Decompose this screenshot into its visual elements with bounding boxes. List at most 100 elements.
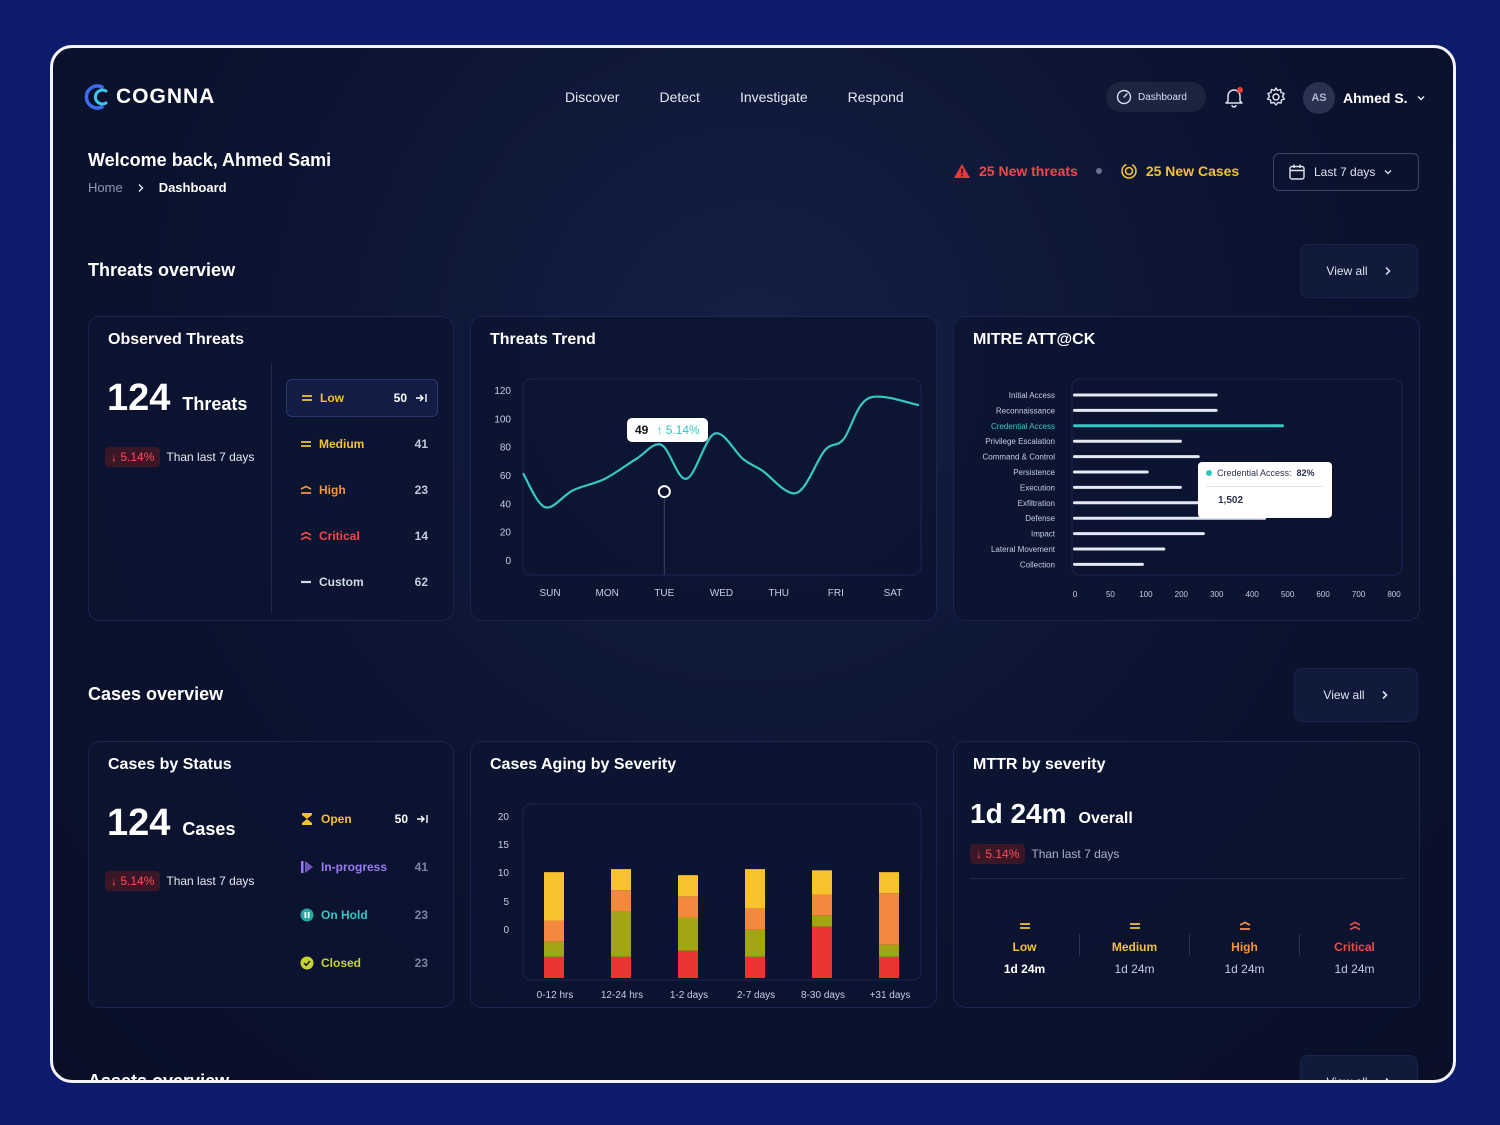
x-tick-label: 12-24 hrs: [601, 990, 643, 1001]
new-threats-link[interactable]: 25 New threats: [979, 163, 1078, 179]
x-tick-label: 300: [1210, 590, 1224, 599]
mitre-bar: [1073, 393, 1218, 397]
y-category-label: Collection: [1020, 560, 1055, 569]
threats-trend-card: Threats Trend 0 20 40 60 80 100 120 SUN MON TUE WE…: [470, 316, 937, 621]
status-list: Open 50 In-progress 41 On Hold 23 Closed…: [286, 802, 438, 980]
severity-label: Low: [320, 391, 344, 405]
cases-aging-card: Cases Aging by Severity 0 5 10 15 20 0-12 hrs…: [470, 741, 937, 1008]
severity-label: Critical: [319, 529, 360, 543]
mttr-delta: ↓ 5.14% Than last 7 days: [970, 844, 1119, 864]
mitre-bar: [1073, 547, 1166, 551]
mitre-bar: [1073, 455, 1200, 459]
mitre-bar: [1073, 470, 1149, 474]
bell-icon: [1225, 87, 1243, 108]
severity-row-medium[interactable]: Medium 41: [286, 425, 438, 463]
page-title: Welcome back, Ahmed Sami: [88, 150, 332, 170]
nav-investigate[interactable]: Investigate: [739, 89, 808, 105]
avatar: AS: [1303, 82, 1335, 114]
case-spinner-icon: [1121, 163, 1137, 179]
gauge-icon: [1116, 89, 1132, 105]
new-cases-link[interactable]: 25 New Cases: [1145, 163, 1240, 179]
nav-detect[interactable]: Detect: [659, 89, 700, 105]
severity-low-icon: [302, 395, 312, 401]
assets-view-all-button[interactable]: View all: [1300, 1055, 1418, 1080]
y-tick-label: 100: [494, 414, 511, 425]
aging-bar-segment: [745, 929, 765, 957]
severity-row-low[interactable]: Low 50: [286, 379, 438, 417]
date-range-select[interactable]: Last 7 days: [1273, 153, 1419, 191]
nav-discover[interactable]: Discover: [565, 89, 620, 105]
card-title: Cases Aging by Severity: [490, 756, 677, 773]
severity-low-icon: [1019, 923, 1030, 929]
nav-respond[interactable]: Respond: [847, 89, 904, 105]
tooltip-value: 1,502: [1206, 486, 1324, 506]
status-row-on-hold[interactable]: On Hold 23: [286, 898, 438, 932]
mttr-label: Medium: [1111, 940, 1158, 954]
severity-label: Medium: [319, 437, 365, 451]
status-label: On Hold: [321, 908, 368, 922]
mttr-overall-label: Overall: [1078, 810, 1133, 827]
aging-bar-segment: [879, 872, 899, 894]
status-label: Open: [321, 812, 352, 826]
case-count-unit: Cases: [182, 819, 236, 839]
severity-row-high[interactable]: High 23: [286, 471, 438, 509]
aging-bar-segment: [812, 915, 832, 927]
chevron-right-icon: [1381, 690, 1388, 700]
user-menu[interactable]: AS Ahmed S.: [1303, 82, 1426, 114]
dashboard-button[interactable]: Dashboard: [1106, 82, 1206, 112]
settings-button[interactable]: [1263, 84, 1289, 110]
gear-icon: [1266, 87, 1286, 106]
breadcrumb-home[interactable]: Home: [88, 180, 123, 195]
aging-bar-segment: [745, 956, 765, 978]
aging-bar-segment: [611, 869, 631, 891]
x-tick-label: 800: [1387, 590, 1401, 599]
severity-custom-icon: [301, 580, 311, 584]
y-category-label: Exfiltration: [1018, 499, 1055, 508]
mttr-label: Critical: [1334, 940, 1375, 954]
cases-status-card: Cases by Status 124 Cases ↓ 5.14% Than l…: [88, 741, 454, 1008]
x-tick-label: 8-30 days: [801, 990, 845, 1001]
severity-row-critical[interactable]: Critical 14: [286, 517, 438, 555]
aging-bar-segment: [678, 896, 698, 918]
brand-name: COGNNA: [116, 85, 216, 108]
aging-bar-segment: [879, 956, 899, 978]
chevron-right-icon: [138, 183, 144, 192]
severity-count: 62: [414, 575, 428, 589]
mttr-severity-row: Low 1d 24m Medium 1d 24m High 1d 24m Cri…: [970, 918, 1409, 976]
brand-logo[interactable]: COGNNA: [80, 81, 215, 113]
notifications-button[interactable]: [1221, 84, 1247, 110]
severity-medium-icon: [1129, 923, 1140, 929]
y-category-label: Impact: [1031, 530, 1056, 539]
status-label: Closed: [321, 956, 362, 970]
mttr-high: High 1d 24m: [1190, 918, 1299, 976]
cases-view-all-button[interactable]: View all: [1294, 668, 1418, 722]
pause-icon: [300, 908, 314, 922]
mitre-chart: 0 50 100 200 300 400 500 600 700 800 Initial Acces…: [983, 378, 1403, 599]
y-tick-label: 10: [498, 868, 510, 879]
y-tick-label: 20: [498, 812, 510, 823]
trend-line: [522, 395, 920, 509]
status-row-in-progress[interactable]: In-progress 41: [286, 850, 438, 884]
threat-count: 124: [107, 377, 171, 419]
severity-label: Custom: [319, 575, 364, 589]
y-category-label: Execution: [1020, 483, 1055, 492]
severity-count: 41: [414, 437, 428, 451]
severity-count: 14: [414, 529, 428, 543]
aging-bar-segment: [812, 870, 832, 895]
status-row-open[interactable]: Open 50: [286, 802, 438, 836]
hover-point: [657, 485, 671, 499]
y-category-label: Defense: [1025, 514, 1055, 523]
y-category-label: Privilege Escalation: [985, 437, 1055, 446]
x-tick-label: MON: [595, 588, 618, 599]
severity-row-custom[interactable]: Custom 62: [286, 563, 438, 601]
aging-bar-segment: [611, 911, 631, 957]
status-row-closed[interactable]: Closed 23: [286, 946, 438, 980]
severity-critical-icon: [300, 531, 312, 541]
chevron-right-icon: [1385, 1077, 1389, 1080]
threats-view-all-button[interactable]: View all: [1300, 244, 1418, 298]
mttr-value: 1d 24m: [1224, 962, 1265, 976]
x-tick-label: THU: [768, 588, 789, 599]
tooltip-value: 49: [635, 423, 649, 437]
y-category-label: Initial Access: [1009, 391, 1055, 400]
delta-badge: ↓ 5.14%: [105, 871, 161, 891]
